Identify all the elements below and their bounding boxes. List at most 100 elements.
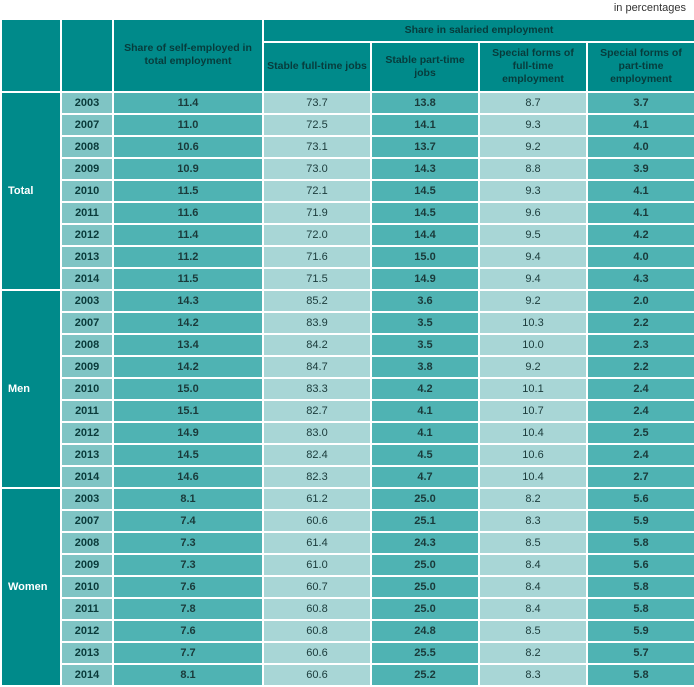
value-cell: 5.8 [587,598,694,620]
header-self-employed: Share of self-employed in total employme… [113,19,263,92]
table-body: Total200311.473.713.88.73.7200711.072.51… [1,92,694,686]
table-row: 200714.283.93.510.32.2 [1,312,694,334]
value-cell: 82.3 [263,466,371,488]
header-special-ft: Special forms of full-time employment [479,42,587,91]
year-cell: 2010 [61,180,113,202]
table-row: 20117.860.825.08.45.8 [1,598,694,620]
value-cell: 15.0 [371,246,479,268]
value-cell: 10.1 [479,378,587,400]
value-cell: 5.8 [587,532,694,554]
value-cell: 4.0 [587,136,694,158]
value-cell: 73.0 [263,158,371,180]
table-row: 201414.682.34.710.42.7 [1,466,694,488]
value-cell: 4.1 [587,114,694,136]
value-cell: 5.6 [587,488,694,510]
value-cell: 4.3 [587,268,694,290]
table-row: 201111.671.914.59.64.1 [1,202,694,224]
value-cell: 8.4 [479,598,587,620]
row-group-label: Total [1,92,61,290]
table-row: 201211.472.014.49.54.2 [1,224,694,246]
value-cell: 84.7 [263,356,371,378]
value-cell: 7.4 [113,510,263,532]
value-cell: 82.4 [263,444,371,466]
value-cell: 4.7 [371,466,479,488]
value-cell: 4.0 [587,246,694,268]
table-row: 200810.673.113.79.24.0 [1,136,694,158]
value-cell: 11.4 [113,224,263,246]
value-cell: 10.9 [113,158,263,180]
year-cell: 2008 [61,136,113,158]
value-cell: 14.5 [113,444,263,466]
value-cell: 10.4 [479,422,587,444]
value-cell: 11.6 [113,202,263,224]
value-cell: 14.5 [371,180,479,202]
year-cell: 2010 [61,378,113,400]
year-cell: 2012 [61,620,113,642]
value-cell: 61.0 [263,554,371,576]
table-row: 20107.660.725.08.45.8 [1,576,694,598]
table-row: 20148.160.625.28.35.8 [1,664,694,686]
value-cell: 9.6 [479,202,587,224]
value-cell: 4.2 [587,224,694,246]
value-cell: 9.3 [479,114,587,136]
row-group-label: Women [1,488,61,686]
header-salaried-group: Share in salaried employment [263,19,694,42]
value-cell: 25.5 [371,642,479,664]
value-cell: 15.1 [113,400,263,422]
value-cell: 83.9 [263,312,371,334]
value-cell: 10.6 [479,444,587,466]
value-cell: 71.5 [263,268,371,290]
table-row: 20077.460.625.18.35.9 [1,510,694,532]
table-row: Total200311.473.713.88.73.7 [1,92,694,114]
value-cell: 5.8 [587,664,694,686]
value-cell: 9.4 [479,246,587,268]
year-cell: 2003 [61,488,113,510]
table-row: 201311.271.615.09.44.0 [1,246,694,268]
value-cell: 4.1 [587,180,694,202]
table-row: 200914.284.73.89.22.2 [1,356,694,378]
year-cell: 2009 [61,554,113,576]
value-cell: 4.5 [371,444,479,466]
value-cell: 11.0 [113,114,263,136]
value-cell: 7.3 [113,532,263,554]
table-row: 20127.660.824.88.55.9 [1,620,694,642]
value-cell: 9.2 [479,136,587,158]
value-cell: 61.4 [263,532,371,554]
value-cell: 8.2 [479,488,587,510]
value-cell: 4.1 [587,202,694,224]
year-cell: 2009 [61,158,113,180]
value-cell: 72.5 [263,114,371,136]
value-cell: 5.9 [587,620,694,642]
value-cell: 24.8 [371,620,479,642]
value-cell: 83.3 [263,378,371,400]
value-cell: 2.7 [587,466,694,488]
year-cell: 2007 [61,510,113,532]
table-row: 20137.760.625.58.25.7 [1,642,694,664]
year-cell: 2011 [61,598,113,620]
value-cell: 25.2 [371,664,479,686]
value-cell: 11.2 [113,246,263,268]
year-cell: 2011 [61,400,113,422]
value-cell: 3.7 [587,92,694,114]
value-cell: 25.0 [371,576,479,598]
year-cell: 2014 [61,664,113,686]
value-cell: 72.1 [263,180,371,202]
table-row: 20097.361.025.08.45.6 [1,554,694,576]
value-cell: 2.4 [587,378,694,400]
value-cell: 7.6 [113,576,263,598]
value-cell: 2.5 [587,422,694,444]
year-cell: 2010 [61,576,113,598]
table-row: Women20038.161.225.08.25.6 [1,488,694,510]
value-cell: 60.7 [263,576,371,598]
value-cell: 2.3 [587,334,694,356]
value-cell: 10.7 [479,400,587,422]
value-cell: 13.4 [113,334,263,356]
value-cell: 3.6 [371,290,479,312]
table-row: 200910.973.014.38.83.9 [1,158,694,180]
table-row: 201015.083.34.210.12.4 [1,378,694,400]
value-cell: 83.0 [263,422,371,444]
row-group-label: Men [1,290,61,488]
value-cell: 61.2 [263,488,371,510]
year-cell: 2009 [61,356,113,378]
value-cell: 14.5 [371,202,479,224]
